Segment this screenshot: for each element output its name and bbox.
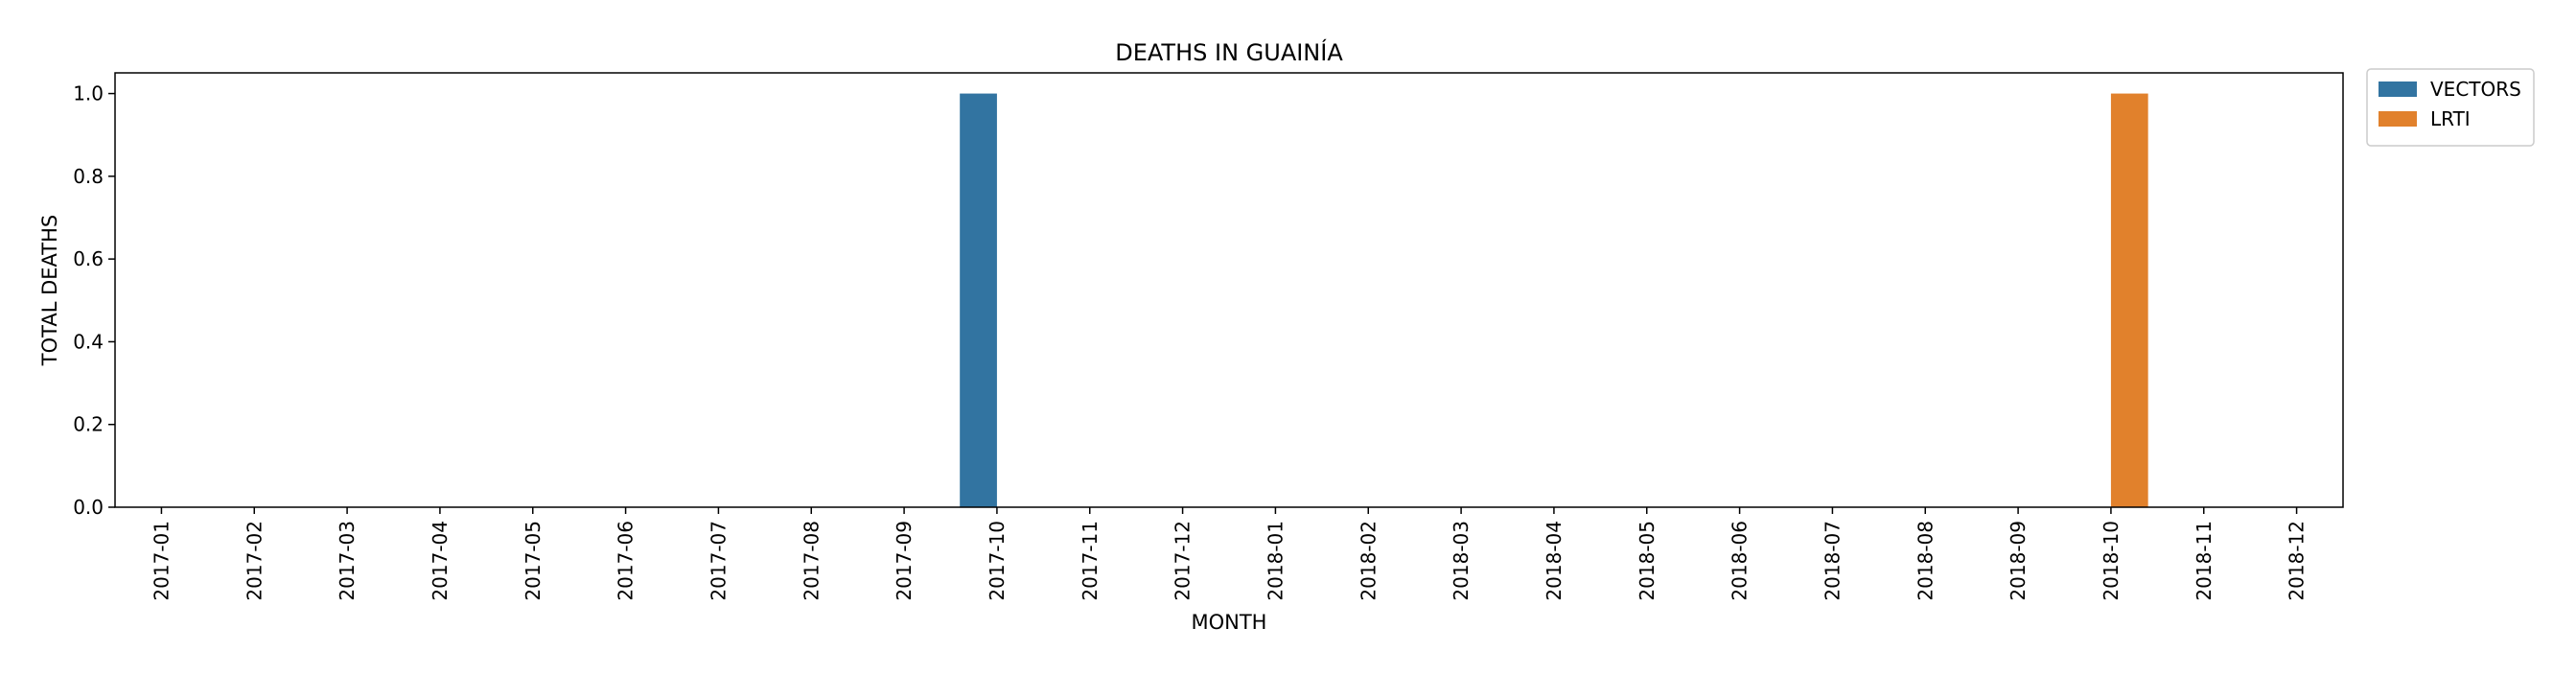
x-tick-label: 2017-10 — [986, 521, 1009, 601]
x-tick-label: 2017-04 — [429, 521, 452, 601]
x-tick-label: 2018-09 — [2007, 521, 2030, 601]
y-tick-label: 0.2 — [73, 413, 104, 436]
legend: VECTORS LRTI — [2366, 68, 2535, 147]
legend-swatch-lrti — [2379, 111, 2417, 127]
x-tick-label: 2017-01 — [150, 521, 173, 601]
x-tick-label: 2017-11 — [1079, 521, 1102, 601]
x-tick-label: 2018-04 — [1543, 521, 1566, 601]
plot-frame — [114, 72, 2344, 508]
legend-label-vectors: VECTORS — [2430, 78, 2521, 101]
x-tick-label: 2018-07 — [1821, 521, 1844, 601]
y-tick-label: 1.0 — [73, 82, 104, 105]
x-tick-label: 2017-08 — [800, 521, 823, 601]
x-tick-label: 2018-01 — [1264, 521, 1287, 601]
x-tick-label: 2017-12 — [1172, 521, 1195, 601]
y-axis: 0.0 0.2 0.4 0.6 0.8 1.0 — [73, 82, 115, 519]
y-tick-label: 0.0 — [73, 496, 104, 519]
x-tick-label: 2018-05 — [1636, 521, 1659, 601]
x-tick-label: 2018-12 — [2286, 521, 2309, 601]
x-tick-label: 2018-06 — [1729, 521, 1752, 601]
x-axis-title: MONTH — [1192, 611, 1267, 634]
legend-label-lrti: LRTI — [2430, 107, 2471, 130]
bar-lrti-2018-10 — [2110, 93, 2148, 508]
bars-group — [960, 93, 2148, 508]
y-tick-label: 0.4 — [73, 330, 104, 353]
legend-swatch-vectors — [2379, 81, 2417, 97]
y-tick-label: 0.8 — [73, 165, 104, 188]
x-tick-label: 2018-02 — [1357, 521, 1380, 601]
y-tick-label: 0.6 — [73, 247, 104, 270]
bar-vectors-2017-10 — [960, 93, 997, 508]
x-tick-label: 2018-11 — [2193, 521, 2216, 601]
chart-title: DEATHS IN GUAINÍA — [1115, 38, 1343, 66]
x-tick-label: 2017-02 — [243, 521, 266, 601]
x-tick-label: 2018-10 — [2100, 521, 2123, 601]
x-axis: 2017-01 2017-02 2017-03 2017-04 2017-05 2017-… — [150, 507, 2309, 601]
x-tick-label: 2017-05 — [522, 521, 545, 601]
x-tick-label: 2018-03 — [1450, 521, 1473, 601]
x-tick-label: 2017-06 — [615, 521, 638, 601]
x-tick-label: 2018-08 — [1914, 521, 1937, 601]
x-tick-label: 2017-07 — [707, 521, 730, 601]
x-tick-label: 2017-09 — [893, 521, 916, 601]
y-axis-title: TOTAL DEATHS — [38, 215, 61, 366]
x-tick-label: 2017-03 — [336, 521, 359, 601]
